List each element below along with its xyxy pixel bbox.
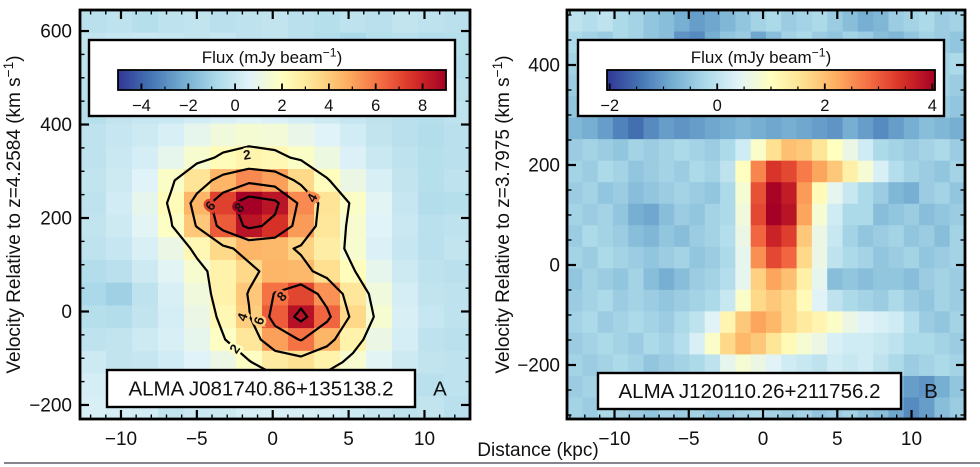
colorbar-tick-label: 8 bbox=[418, 97, 427, 115]
x-axis-title: Distance (kpc) bbox=[477, 440, 599, 461]
colorbar-tick-label: 6 bbox=[371, 97, 380, 115]
colorbar-tick-label: 4 bbox=[928, 97, 937, 115]
colorbar-title: Flux (mJy beam−1) bbox=[691, 46, 832, 68]
axis-ticks bbox=[80, 10, 471, 419]
y-axis-title: Velocity Relative to z=3.7975 (km s−1) bbox=[490, 55, 514, 373]
y-tick-label: −200 bbox=[517, 356, 560, 377]
colorbar-tick-label: −2 bbox=[179, 97, 198, 115]
colorbar-tick-label: −4 bbox=[132, 97, 151, 115]
panel-b: −10 −5 0 5 10 −200 0 200 400 Velocity Relative to… bbox=[490, 8, 967, 450]
source-label-box: ALMA J081740.86+135138.2 bbox=[105, 368, 417, 409]
x-tick-label: −10 bbox=[105, 429, 137, 450]
colorbar-tick-label: 2 bbox=[820, 97, 829, 115]
x-tick-label: −5 bbox=[678, 429, 700, 450]
y-axis-title: Velocity Relative to z=4.2584 (km s−1) bbox=[1, 55, 25, 373]
colorbar: Flux (mJy beam−1) −4 −2 0 2 4 6 8 bbox=[87, 38, 457, 118]
plot-border bbox=[565, 8, 967, 421]
x-tick-label: 0 bbox=[267, 429, 278, 450]
y-tick-label: 400 bbox=[528, 56, 560, 77]
y-tick-label: 0 bbox=[549, 256, 560, 277]
colorbar-tick-label: 0 bbox=[231, 97, 240, 115]
source-label: ALMA J081740.86+135138.2 bbox=[128, 378, 393, 401]
panel-letter: B bbox=[924, 380, 938, 403]
panel-letter: A bbox=[433, 378, 447, 401]
source-label-box: ALMA J120110.26+211756.2 bbox=[596, 371, 903, 411]
colorbar: Flux (mJy beam−1) −2 0 2 4 bbox=[576, 38, 946, 118]
source-label: ALMA J120110.26+211756.2 bbox=[619, 380, 881, 403]
y-tick-label: 200 bbox=[528, 156, 560, 177]
x-tick-label: 5 bbox=[343, 429, 354, 450]
x-tick-label: 10 bbox=[414, 429, 435, 450]
y-tick-label: −200 bbox=[29, 396, 72, 417]
y-tick-label: 600 bbox=[40, 22, 72, 43]
colorbar-tick-label: 2 bbox=[277, 97, 286, 115]
x-tick-label: 5 bbox=[832, 429, 843, 450]
colorbar-tick-label: 4 bbox=[324, 97, 333, 115]
y-tick-label: 400 bbox=[40, 115, 72, 136]
x-tick-label: 10 bbox=[901, 429, 922, 450]
y-tick-label: 0 bbox=[61, 302, 72, 323]
colorbar-tick-label: −2 bbox=[600, 97, 619, 115]
x-tick-label: 0 bbox=[758, 429, 769, 450]
x-tick-label: −5 bbox=[186, 429, 208, 450]
y-tick-label: 200 bbox=[40, 209, 72, 230]
plot-border bbox=[78, 8, 472, 421]
colorbar-title: Flux (mJy beam−1) bbox=[202, 46, 343, 68]
x-tick-label: −10 bbox=[598, 429, 630, 450]
bottom-rule bbox=[4, 462, 980, 464]
colorbar-tick-label: 0 bbox=[713, 97, 722, 115]
